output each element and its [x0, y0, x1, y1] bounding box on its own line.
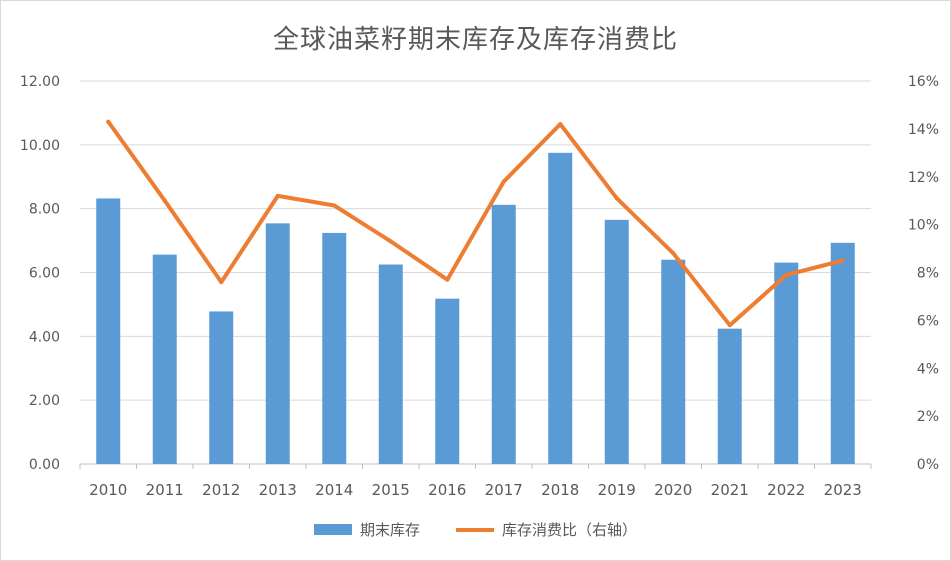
y-left-tick-label: 4.00: [29, 329, 60, 345]
bar: [491, 204, 516, 464]
x-tick-label: 2021: [711, 481, 749, 499]
y-right-tick-label: 4%: [917, 361, 939, 377]
x-tick-label: 2016: [428, 481, 466, 499]
series-line: [106, 119, 845, 328]
legend-label-bar: 期末库存: [359, 521, 420, 539]
line-point: [614, 196, 619, 201]
y-left-tick-label: 8.00: [29, 202, 60, 218]
y-left-tick-label: 6.00: [29, 266, 60, 282]
x-tick-label: 2015: [372, 481, 410, 499]
x-tick-label: 2019: [598, 481, 636, 499]
y-right-tick-label: 10%: [908, 218, 939, 234]
y-left-tick-label: 12.00: [20, 74, 60, 90]
y-right-tick-label: 14%: [908, 122, 939, 138]
y-right-tick-label: 6%: [917, 313, 939, 329]
bar: [774, 262, 799, 464]
line-point: [219, 280, 224, 285]
bar: [378, 264, 403, 464]
y-left-tick-label: 2.00: [29, 393, 60, 409]
x-tick-label: 2022: [767, 481, 805, 499]
x-tick-label: 2020: [654, 481, 692, 499]
x-tick-label: 2012: [202, 481, 240, 499]
bar: [548, 152, 573, 464]
y-right-tick-label: 16%: [908, 74, 939, 90]
bar: [209, 311, 234, 464]
bar: [830, 242, 855, 464]
line-point: [106, 119, 111, 124]
x-tick-label: 2017: [485, 481, 523, 499]
bar: [604, 219, 629, 464]
line-point: [275, 193, 280, 198]
line-point: [162, 198, 167, 203]
y-left-tick-label: 0.00: [29, 457, 60, 473]
y-right-tick-label: 8%: [917, 266, 939, 282]
legend-item-bar: 期末库存: [313, 519, 420, 540]
line-point: [784, 272, 789, 277]
chart-title: 全球油菜籽期末库存及库存消费比: [272, 25, 678, 55]
line-point: [727, 323, 732, 328]
legend-swatch-line: [456, 527, 494, 532]
x-tick-label: 2018: [541, 481, 579, 499]
x-tick-label: 2013: [259, 481, 297, 499]
bar: [265, 223, 290, 464]
bar: [322, 232, 347, 464]
line-point: [558, 122, 563, 127]
bar: [435, 298, 460, 464]
y-right-tick-label: 2%: [917, 409, 939, 425]
line-point: [501, 179, 506, 184]
x-tick-label: 2010: [89, 481, 127, 499]
line-point: [332, 203, 337, 208]
bar: [661, 259, 686, 464]
legend: 期末库存 库存消费比（右轴）: [1, 519, 950, 540]
y-right-tick-label: 0%: [917, 457, 939, 473]
x-tick-label: 2023: [824, 481, 862, 499]
bar: [96, 198, 121, 464]
bar: [152, 254, 177, 464]
y-right-tick-label: 12%: [908, 170, 939, 186]
line-point: [388, 239, 393, 244]
legend-label-line: 库存消费比（右轴）: [502, 521, 638, 539]
line-point: [671, 251, 676, 256]
x-tick-label: 2014: [315, 481, 353, 499]
x-tick-label: 2011: [146, 481, 184, 499]
line-point: [840, 258, 845, 263]
line-point: [445, 277, 450, 282]
legend-item-line: 库存消费比（右轴）: [456, 519, 637, 540]
y-left-tick-label: 10.00: [20, 138, 60, 154]
bar: [717, 328, 742, 464]
legend-swatch-bar: [313, 524, 352, 535]
